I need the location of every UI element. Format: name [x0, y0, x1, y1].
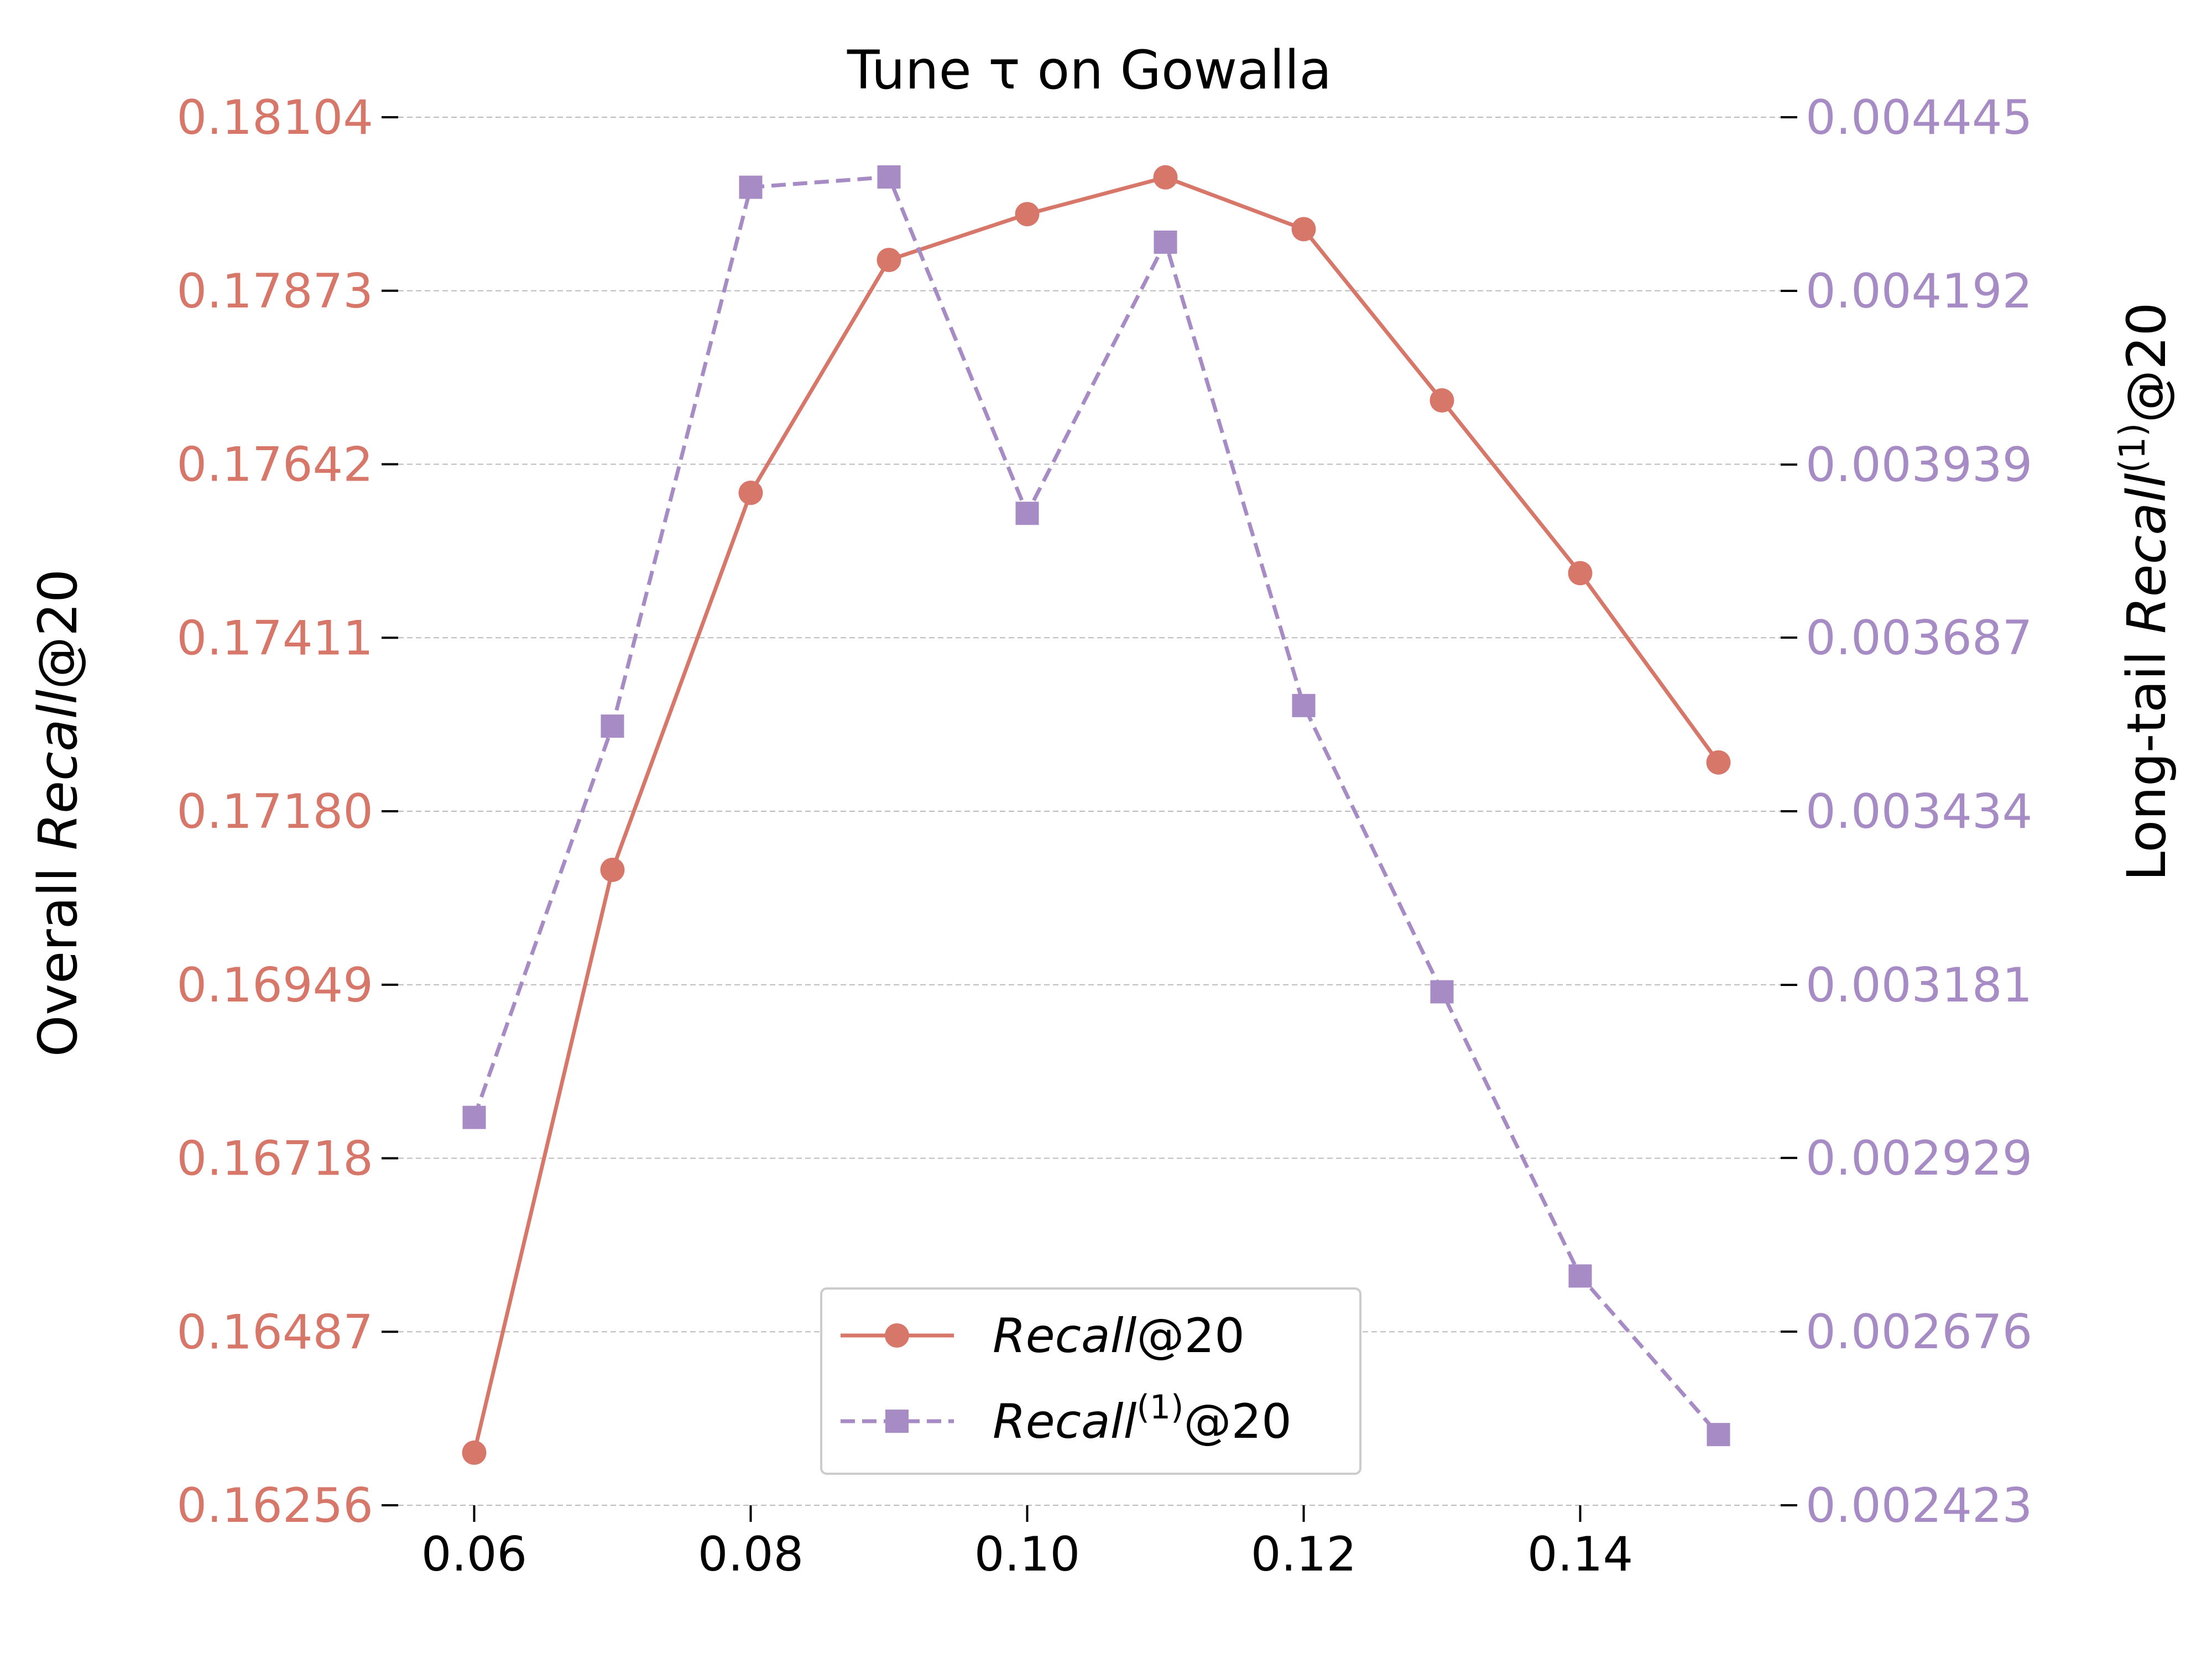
legend-label-1: Recall@20 [993, 1308, 1245, 1364]
left-tick-label: 0.17873 [176, 264, 373, 319]
series-1-point [462, 1440, 487, 1465]
series-2-point [1015, 502, 1039, 525]
series-2-point [601, 714, 624, 738]
left-y-axis-label: Overall Recall@20 [27, 569, 89, 1057]
x-tick-label: 0.10 [974, 1527, 1080, 1582]
x-tick-label: 0.12 [1251, 1527, 1357, 1582]
left-tick-label: 0.16256 [176, 1478, 373, 1533]
grid-lines [398, 117, 1781, 1506]
series-2-point [1154, 230, 1177, 254]
right-tick-label: 0.003434 [1806, 784, 2032, 839]
left-tick-label: 0.17180 [176, 784, 373, 839]
legend-marker-2 [885, 1410, 909, 1433]
series-2-point [1430, 980, 1454, 1004]
series-1-point [1291, 217, 1316, 242]
right-tick-label: 0.002929 [1806, 1131, 2032, 1186]
series-line-1 [472, 175, 1720, 1453]
right-y-axis-label: Long-tail Recall(1)@20 [2112, 302, 2178, 881]
right-tick-label: 0.003939 [1806, 437, 2032, 493]
right-tick-label: 0.004192 [1806, 264, 2032, 319]
left-y-axis: 0.16256 0.16487 0.16718 0.16949 0.17180 0.174… [176, 90, 398, 1533]
right-tick-label: 0.002676 [1806, 1305, 2032, 1360]
series-1-point [1015, 202, 1040, 227]
x-axis: 0.06 0.08 0.10 0.12 0.14 [421, 1505, 1633, 1582]
x-tick-label: 0.08 [698, 1527, 804, 1582]
chart-title: Tune τ on Gowalla [847, 39, 1332, 101]
series-1-point [1430, 388, 1454, 413]
series-2-point [1568, 1264, 1592, 1288]
plot-series [462, 165, 1731, 1465]
left-tick-label: 0.18104 [176, 90, 373, 145]
series-2-point [1292, 693, 1316, 717]
series-1-point [600, 857, 625, 882]
right-tick-label: 0.003181 [1806, 958, 2032, 1013]
series-2-point [877, 165, 901, 189]
left-tick-label: 0.17411 [176, 611, 373, 666]
right-tick-label: 0.003687 [1806, 611, 2032, 666]
left-tick-label: 0.17642 [176, 437, 373, 493]
right-tick-label: 0.002423 [1806, 1478, 2032, 1533]
x-tick-label: 0.14 [1527, 1527, 1633, 1582]
legend-label-2: Recall(1)@20 [993, 1388, 1292, 1449]
left-tick-label: 0.16718 [176, 1131, 373, 1187]
right-y-axis: 0.002423 0.002676 0.002929 0.003181 0.003434… [1781, 90, 2032, 1533]
series-1-point [1706, 750, 1731, 775]
series-1-point [1153, 165, 1178, 190]
series-2-point [1707, 1423, 1730, 1447]
left-tick-label: 0.16487 [176, 1305, 373, 1360]
x-tick-label: 0.06 [421, 1527, 527, 1582]
series-1-point [1568, 561, 1593, 586]
legend: Recall@20 Recall(1)@20 [820, 1287, 1361, 1475]
series-line-2 [472, 175, 1720, 1436]
legend-marker-1 [885, 1323, 909, 1348]
left-tick-label: 0.16949 [176, 958, 373, 1013]
right-tick-label: 0.004445 [1806, 90, 2032, 145]
series-1-point [738, 481, 763, 505]
series-1-point [877, 248, 901, 273]
series-2-point [739, 175, 763, 199]
series-2-point [462, 1105, 486, 1129]
legend-box [820, 1287, 1361, 1475]
